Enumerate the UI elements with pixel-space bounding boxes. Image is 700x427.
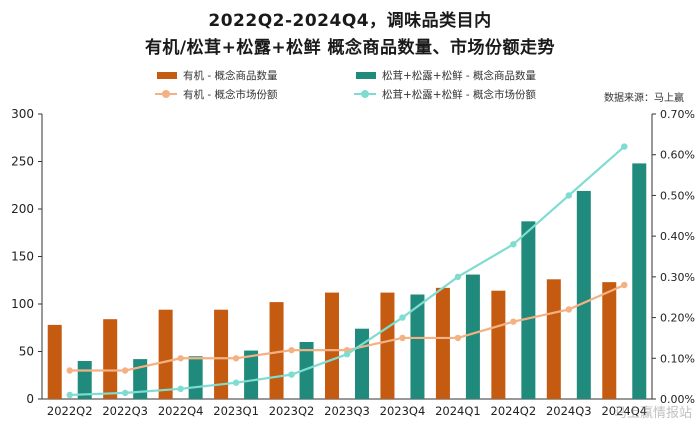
x-tick-label: 2023Q2 bbox=[269, 404, 315, 418]
bar-organic-count bbox=[435, 287, 450, 399]
bar-matsutake-count bbox=[244, 350, 259, 399]
bar-organic-count bbox=[214, 309, 229, 399]
line-matsutake-share bbox=[69, 145, 625, 397]
x-tick-label: 2022Q3 bbox=[102, 404, 148, 418]
point-organic-share bbox=[66, 367, 73, 374]
y-left-tick-label: 200 bbox=[11, 202, 34, 216]
point-organic-share bbox=[121, 367, 129, 374]
x-tick-label: 2022Q4 bbox=[158, 404, 204, 418]
y-left-tick-label: 100 bbox=[11, 297, 34, 311]
legend-matsutake-count: 松茸+松露+松鲜 - 概念商品数量 bbox=[356, 68, 536, 83]
x-tick-label: 2023Q4 bbox=[380, 404, 426, 418]
y-left-tick-label: 300 bbox=[11, 107, 34, 121]
watermark: 马上赢情报站 bbox=[613, 406, 692, 421]
chart-title-line1: 2022Q2-2024Q4，调味品类目内 bbox=[208, 11, 492, 31]
y-right-tick-label: 0.60% bbox=[660, 149, 695, 162]
bar-organic-count bbox=[325, 292, 339, 399]
bar-matsutake-count bbox=[632, 163, 647, 399]
x-tick-label: 2024Q4 bbox=[601, 404, 647, 418]
legend-matsutake-share: 松茸+松露+松鲜 - 概念市场份额 bbox=[354, 87, 536, 102]
legend-swatch-organic-line bbox=[155, 90, 177, 99]
point-organic-share bbox=[177, 355, 184, 362]
legend-swatch-matsutake-line bbox=[354, 90, 376, 99]
y-left-tick-label: 0 bbox=[26, 392, 34, 406]
legend-swatch-matsutake-bar bbox=[356, 72, 376, 79]
y-left-tick-label: 250 bbox=[11, 155, 34, 169]
point-organic-share bbox=[454, 334, 462, 342]
bar-matsutake-count bbox=[521, 221, 536, 399]
y-right-tick-label: 0.00% bbox=[660, 393, 695, 406]
bar-organic-count bbox=[491, 290, 506, 399]
bar-organic-count bbox=[158, 309, 173, 399]
y-right-tick-label: 0.30% bbox=[660, 271, 695, 284]
x-tick-label: 2024Q1 bbox=[435, 404, 481, 418]
bar-organic-count bbox=[269, 302, 284, 399]
bar-organic-count bbox=[380, 292, 395, 399]
legend-label-matsutake-share: 松茸+松露+松鲜 - 概念市场份额 bbox=[382, 89, 537, 101]
bar-organic-count bbox=[47, 324, 62, 399]
data-source: 数据来源：马上赢 bbox=[604, 93, 684, 104]
point-matsutake-share bbox=[121, 389, 129, 397]
bar-organic-count bbox=[546, 279, 561, 399]
y-right-tick-label: 0.50% bbox=[660, 189, 695, 202]
point-matsutake-share bbox=[510, 241, 517, 248]
point-matsutake-share bbox=[565, 192, 573, 199]
legend-label-matsutake-count: 松茸+松露+松鲜 - 概念商品数量 bbox=[382, 70, 537, 82]
legend-organic-share: 有机 - 概念市场份额 bbox=[155, 87, 277, 102]
point-matsutake-share bbox=[343, 351, 351, 358]
bar-matsutake-count bbox=[410, 294, 425, 399]
point-organic-share bbox=[565, 306, 573, 313]
y-right-tick-label: 0.10% bbox=[660, 352, 695, 365]
y-left-tick-label: 50 bbox=[19, 345, 34, 359]
point-organic-share bbox=[621, 281, 628, 289]
y-left-tick-label: 150 bbox=[11, 250, 34, 264]
legend-label-organic-count: 有机 - 概念商品数量 bbox=[183, 70, 278, 82]
bar-organic-count bbox=[602, 282, 617, 399]
point-organic-share bbox=[232, 355, 240, 362]
y-right-tick-label: 0.70% bbox=[660, 108, 695, 121]
point-matsutake-share bbox=[621, 143, 628, 150]
y-right-tick-label: 0.20% bbox=[660, 312, 695, 325]
bar-organic-count bbox=[103, 319, 118, 399]
point-organic-share bbox=[510, 318, 517, 325]
point-matsutake-share bbox=[232, 379, 240, 386]
bar-matsutake-count bbox=[465, 274, 480, 399]
bar-matsutake-count bbox=[355, 328, 369, 399]
point-matsutake-share bbox=[399, 314, 406, 321]
legend-label-organic-share: 有机 - 概念市场份额 bbox=[183, 89, 278, 101]
bar-matsutake-count bbox=[188, 356, 203, 399]
x-tick-label: 2024Q3 bbox=[546, 404, 592, 418]
x-tick-label: 2024Q2 bbox=[491, 404, 537, 418]
point-organic-share bbox=[399, 334, 406, 342]
y-right-tick-label: 0.40% bbox=[660, 230, 695, 243]
point-matsutake-share bbox=[66, 391, 73, 399]
point-matsutake-share bbox=[177, 385, 184, 393]
bar-matsutake-count bbox=[576, 190, 591, 399]
chart-title-line2: 有机/松茸+松露+松鲜 概念商品数量、市场份额走势 bbox=[144, 38, 556, 58]
legend-organic-count: 有机 - 概念商品数量 bbox=[157, 68, 277, 83]
x-tick-label: 2023Q1 bbox=[213, 404, 259, 418]
line-organic-share bbox=[69, 283, 625, 372]
point-matsutake-share bbox=[288, 371, 295, 378]
x-tick-label: 2023Q3 bbox=[324, 404, 370, 418]
x-tick-label: 2022Q2 bbox=[47, 404, 93, 418]
point-matsutake-share bbox=[454, 273, 462, 281]
point-organic-share bbox=[288, 346, 295, 354]
legend-swatch-organic-bar bbox=[157, 72, 177, 79]
bar-matsutake-count bbox=[299, 342, 314, 399]
